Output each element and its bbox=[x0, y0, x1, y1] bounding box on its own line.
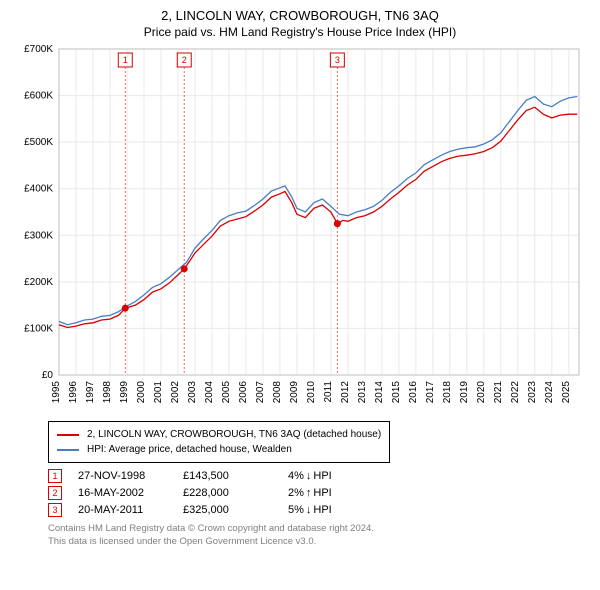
svg-text:2016: 2016 bbox=[408, 381, 419, 404]
footnote: Contains HM Land Registry data © Crown c… bbox=[48, 523, 590, 549]
svg-text:2012: 2012 bbox=[340, 381, 351, 404]
svg-text:£600K: £600K bbox=[24, 91, 53, 102]
svg-text:£700K: £700K bbox=[24, 45, 53, 55]
svg-text:2008: 2008 bbox=[272, 381, 283, 404]
svg-text:£0: £0 bbox=[42, 370, 54, 381]
tx-delta: 5%↓ HPI bbox=[288, 504, 332, 516]
legend-label: HPI: Average price, detached house, Weal… bbox=[87, 442, 292, 457]
legend: 2, LINCOLN WAY, CROWBOROUGH, TN6 3AQ (de… bbox=[48, 421, 390, 463]
legend-swatch bbox=[57, 449, 79, 451]
svg-text:2018: 2018 bbox=[442, 381, 453, 404]
svg-text:1996: 1996 bbox=[68, 381, 79, 404]
table-row: 2 16-MAY-2002£228,0002%↑ HPI bbox=[48, 486, 590, 500]
svg-text:2023: 2023 bbox=[527, 381, 538, 404]
footnote-line: Contains HM Land Registry data © Crown c… bbox=[48, 523, 590, 536]
svg-text:2010: 2010 bbox=[306, 381, 317, 404]
svg-text:2017: 2017 bbox=[425, 381, 436, 404]
arrow-down-icon: ↓ bbox=[306, 470, 312, 482]
svg-text:£300K: £300K bbox=[24, 230, 53, 241]
tx-marker: 1 bbox=[48, 469, 62, 483]
footnote-line: This data is licensed under the Open Gov… bbox=[48, 536, 590, 549]
tx-delta: 2%↑ HPI bbox=[288, 487, 332, 499]
svg-text:2: 2 bbox=[182, 55, 187, 65]
page-title: 2, LINCOLN WAY, CROWBOROUGH, TN6 3AQ bbox=[10, 8, 590, 23]
svg-text:1999: 1999 bbox=[119, 381, 130, 404]
svg-text:£100K: £100K bbox=[24, 323, 53, 334]
tx-delta: 4%↓ HPI bbox=[288, 470, 332, 482]
tx-price: £325,000 bbox=[183, 504, 288, 516]
tx-marker: 3 bbox=[48, 503, 62, 517]
svg-text:2004: 2004 bbox=[204, 381, 215, 404]
page-subtitle: Price paid vs. HM Land Registry's House … bbox=[10, 25, 590, 39]
svg-text:3: 3 bbox=[335, 55, 340, 65]
chart: £0 £100K £200K £300K £400K £500K £600K £700K 199… bbox=[15, 45, 585, 415]
svg-text:2014: 2014 bbox=[374, 381, 385, 404]
svg-text:£200K: £200K bbox=[24, 277, 53, 288]
table-row: 1 27-NOV-1998£143,5004%↓ HPI bbox=[48, 469, 590, 483]
svg-text:2025: 2025 bbox=[561, 381, 572, 404]
svg-text:2020: 2020 bbox=[476, 381, 487, 404]
transactions-table: 1 27-NOV-1998£143,5004%↓ HPI 2 16-MAY-2002£… bbox=[48, 469, 590, 517]
svg-text:2021: 2021 bbox=[493, 381, 504, 404]
svg-text:1998: 1998 bbox=[102, 381, 113, 404]
arrow-up-icon: ↑ bbox=[306, 487, 312, 499]
svg-text:1995: 1995 bbox=[51, 381, 62, 404]
legend-label: 2, LINCOLN WAY, CROWBOROUGH, TN6 3AQ (de… bbox=[87, 427, 381, 442]
tx-marker: 2 bbox=[48, 486, 62, 500]
tx-date: 27-NOV-1998 bbox=[78, 470, 183, 482]
tx-date: 20-MAY-2011 bbox=[78, 504, 183, 516]
svg-text:2009: 2009 bbox=[289, 381, 300, 404]
svg-text:2001: 2001 bbox=[153, 381, 164, 404]
svg-text:£400K: £400K bbox=[24, 184, 53, 195]
svg-text:2002: 2002 bbox=[170, 381, 181, 404]
legend-swatch bbox=[57, 434, 79, 436]
legend-row: 2, LINCOLN WAY, CROWBOROUGH, TN6 3AQ (de… bbox=[57, 427, 381, 442]
tx-date: 16-MAY-2002 bbox=[78, 487, 183, 499]
svg-text:1: 1 bbox=[123, 55, 128, 65]
svg-text:2003: 2003 bbox=[187, 381, 198, 404]
arrow-down-icon: ↓ bbox=[306, 504, 312, 516]
tx-price: £228,000 bbox=[183, 487, 288, 499]
svg-text:2019: 2019 bbox=[459, 381, 470, 404]
svg-text:2013: 2013 bbox=[357, 381, 368, 404]
svg-text:2011: 2011 bbox=[323, 381, 334, 403]
svg-text:2005: 2005 bbox=[221, 381, 232, 404]
chart-svg: £0 £100K £200K £300K £400K £500K £600K £700K 199… bbox=[15, 45, 585, 415]
svg-text:2000: 2000 bbox=[136, 381, 147, 404]
svg-text:2006: 2006 bbox=[238, 381, 249, 404]
tx-price: £143,500 bbox=[183, 470, 288, 482]
svg-text:2007: 2007 bbox=[255, 381, 266, 404]
svg-text:2024: 2024 bbox=[544, 381, 555, 404]
svg-text:£500K: £500K bbox=[24, 137, 53, 148]
svg-text:2022: 2022 bbox=[510, 381, 521, 404]
svg-text:1997: 1997 bbox=[85, 381, 96, 404]
svg-text:2015: 2015 bbox=[391, 381, 402, 404]
table-row: 3 20-MAY-2011£325,0005%↓ HPI bbox=[48, 503, 590, 517]
legend-row: HPI: Average price, detached house, Weal… bbox=[57, 442, 381, 457]
